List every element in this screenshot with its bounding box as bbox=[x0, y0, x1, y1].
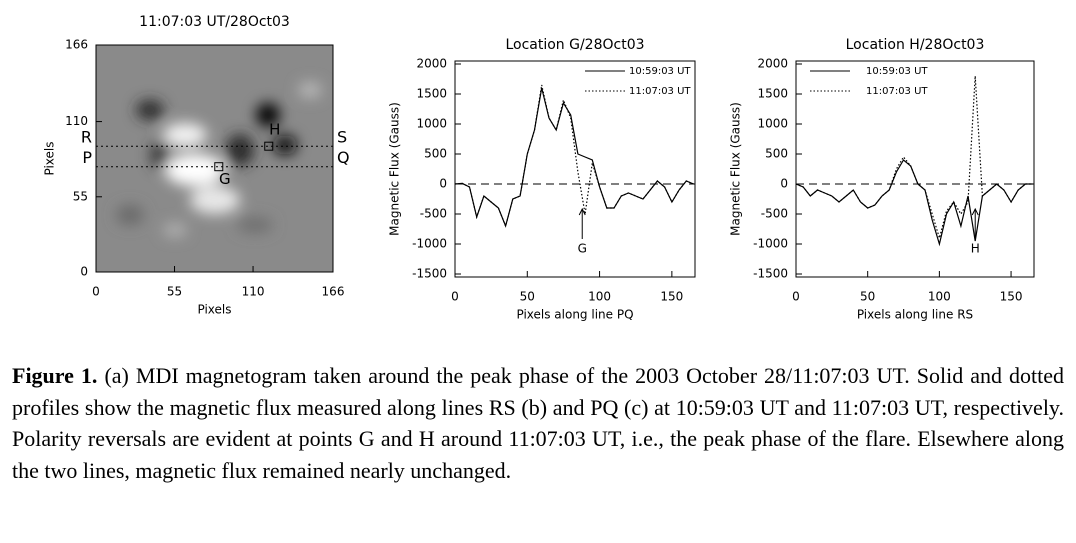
y-tick-label: -1500 bbox=[753, 267, 788, 281]
point-marker bbox=[264, 141, 274, 151]
y-tick-label: 0 bbox=[780, 177, 788, 191]
x-tick-label: 110 bbox=[242, 285, 265, 299]
flux-line bbox=[795, 159, 1033, 247]
chart-title: Location G/28Oct03 bbox=[505, 37, 644, 53]
annotation-label: H bbox=[971, 242, 980, 256]
y-tick-label: 500 bbox=[765, 147, 788, 161]
flux-line bbox=[454, 87, 694, 228]
x-tick-label: 100 bbox=[928, 290, 951, 304]
chart-title: 11:07:03 UT/28Oct03 bbox=[139, 14, 290, 30]
y-axis-label: Magnetic Flux (Gauss) bbox=[388, 102, 402, 236]
y-axis-label: Magnetic Flux (Gauss) bbox=[729, 102, 743, 236]
caption: Figure 1. (a) MDI magnetogram taken arou… bbox=[12, 360, 1064, 486]
x-tick-label: 150 bbox=[660, 290, 683, 304]
x-tick-label: 150 bbox=[1000, 290, 1023, 304]
x-tick-label: 50 bbox=[520, 290, 535, 304]
y-tick-label: 110 bbox=[65, 114, 88, 128]
x-axis-label: Pixels along line PQ bbox=[516, 308, 633, 322]
plot-frame bbox=[795, 60, 1035, 278]
figure: 11:07:03 UT/28Oct03 Pixels Pixels 0 55 110 166… bbox=[43, 14, 1035, 322]
plot-frame bbox=[454, 60, 696, 278]
line-label: P bbox=[82, 148, 92, 167]
y-tick-label: 1000 bbox=[757, 117, 788, 131]
magnetogram bbox=[96, 45, 333, 272]
legend-label: 10:59:03 UT bbox=[866, 66, 928, 77]
plot-frame bbox=[95, 44, 334, 273]
x-tick-label: 0 bbox=[451, 290, 459, 304]
y-axis-label: Pixels bbox=[43, 141, 57, 175]
y-tick-label: 1500 bbox=[416, 87, 447, 101]
line-label: Q bbox=[337, 148, 350, 167]
y-tick-label: -500 bbox=[761, 207, 788, 221]
y-tick-label: -1000 bbox=[753, 237, 788, 251]
chart-title: Location H/28Oct03 bbox=[846, 37, 985, 53]
x-tick-label: 50 bbox=[860, 290, 875, 304]
legend-label: 11:07:03 UT bbox=[629, 86, 691, 97]
annotation-label: G bbox=[578, 242, 587, 256]
x-axis-label: Pixels bbox=[197, 303, 231, 317]
y-tick-label: 166 bbox=[65, 38, 88, 52]
x-axis-label: Pixels along line RS bbox=[857, 308, 973, 322]
x-tick-label: 100 bbox=[588, 290, 611, 304]
y-tick-label: 2000 bbox=[416, 57, 447, 71]
point-marker bbox=[214, 162, 224, 172]
y-tick-label: -1000 bbox=[412, 237, 447, 251]
caption-text: (a) MDI magnetogram taken around the pea… bbox=[12, 363, 1064, 483]
legend-label: 11:07:03 UT bbox=[866, 86, 928, 97]
x-tick-label: 0 bbox=[792, 290, 800, 304]
y-tick-label: -1500 bbox=[412, 267, 447, 281]
y-tick-label: 2000 bbox=[757, 57, 788, 71]
y-tick-label: 500 bbox=[424, 147, 447, 161]
line-label: R bbox=[81, 128, 92, 147]
line-label: S bbox=[337, 128, 347, 147]
point-label: H bbox=[269, 121, 280, 139]
x-tick-label: 166 bbox=[322, 285, 345, 299]
flux-line bbox=[454, 84, 694, 228]
caption-label: Figure 1. bbox=[12, 363, 98, 388]
flux-line bbox=[795, 75, 1033, 241]
legend-label: 10:59:03 UT bbox=[629, 66, 691, 77]
x-tick-label: 0 bbox=[92, 285, 100, 299]
x-tick-label: 55 bbox=[167, 285, 182, 299]
y-tick-label: -500 bbox=[420, 207, 447, 221]
y-tick-label: 0 bbox=[80, 265, 88, 279]
y-tick-label: 0 bbox=[439, 177, 447, 191]
annotation-arrowhead bbox=[578, 207, 586, 216]
annotation-arrowhead bbox=[971, 207, 979, 216]
y-tick-label: 55 bbox=[73, 189, 88, 203]
y-tick-label: 1000 bbox=[416, 117, 447, 131]
y-tick-label: 1500 bbox=[757, 87, 788, 101]
point-label: G bbox=[219, 170, 231, 188]
